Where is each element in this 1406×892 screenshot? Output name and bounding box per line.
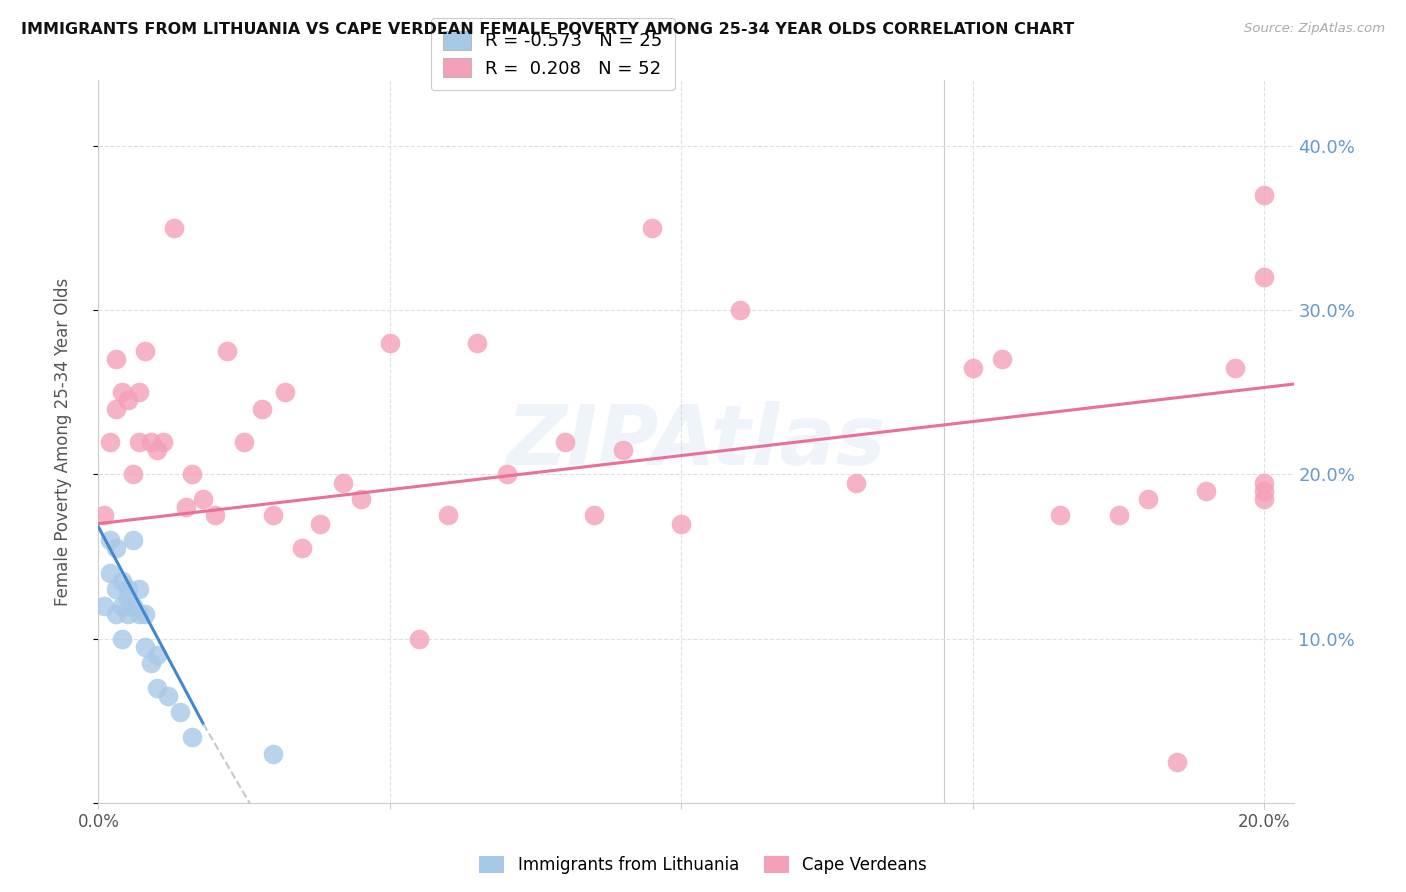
Point <box>139 657 162 671</box>
Point <box>104 607 127 621</box>
Point <box>1253 491 1275 506</box>
Point <box>582 508 605 523</box>
Point <box>204 508 226 523</box>
Point <box>309 516 332 531</box>
Point <box>1049 508 1071 523</box>
Point <box>122 599 145 613</box>
Point <box>332 475 354 490</box>
Point <box>93 508 115 523</box>
Point <box>350 491 373 506</box>
Point <box>157 689 180 703</box>
Point <box>495 467 517 482</box>
Point <box>111 385 134 400</box>
Point <box>169 706 191 720</box>
Point <box>291 541 314 556</box>
Point <box>193 491 215 506</box>
Point <box>262 747 284 761</box>
Point <box>139 434 162 449</box>
Point <box>554 434 576 449</box>
Point <box>104 401 127 416</box>
Point <box>233 434 256 449</box>
Point <box>845 475 868 490</box>
Point <box>250 401 273 416</box>
Point <box>104 352 127 367</box>
Point <box>117 607 139 621</box>
Point <box>1253 270 1275 285</box>
Point <box>1166 755 1188 769</box>
Point <box>145 681 167 695</box>
Point <box>128 607 150 621</box>
Point <box>93 599 115 613</box>
Point <box>378 336 401 351</box>
Point <box>180 730 202 744</box>
Point <box>1195 483 1218 498</box>
Point <box>215 344 238 359</box>
Point <box>408 632 430 646</box>
Point <box>117 393 139 408</box>
Point <box>128 385 150 400</box>
Point <box>128 434 150 449</box>
Point <box>145 648 167 662</box>
Point <box>111 632 134 646</box>
Point <box>111 574 134 588</box>
Point <box>98 533 121 547</box>
Point <box>1108 508 1130 523</box>
Point <box>1225 360 1247 375</box>
Text: IMMIGRANTS FROM LITHUANIA VS CAPE VERDEAN FEMALE POVERTY AMONG 25-34 YEAR OLDS C: IMMIGRANTS FROM LITHUANIA VS CAPE VERDEA… <box>21 22 1074 37</box>
Point <box>467 336 489 351</box>
Point <box>111 599 134 613</box>
Point <box>1253 188 1275 202</box>
Point <box>262 508 284 523</box>
Point <box>104 582 127 597</box>
Point <box>180 467 202 482</box>
Legend: Immigrants from Lithuania, Cape Verdeans: Immigrants from Lithuania, Cape Verdeans <box>470 846 936 884</box>
Point <box>274 385 297 400</box>
Point <box>122 533 145 547</box>
Point <box>437 508 460 523</box>
Point <box>174 500 197 515</box>
Point <box>134 640 156 654</box>
Point <box>641 221 664 235</box>
Point <box>98 434 121 449</box>
Y-axis label: Female Poverty Among 25-34 Year Olds: Female Poverty Among 25-34 Year Olds <box>53 277 72 606</box>
Point <box>612 442 634 457</box>
Point <box>991 352 1014 367</box>
Point <box>117 582 139 597</box>
Point <box>117 591 139 605</box>
Point <box>728 303 751 318</box>
Point <box>145 442 167 457</box>
Point <box>152 434 174 449</box>
Point <box>962 360 984 375</box>
Point <box>1253 475 1275 490</box>
Point <box>134 607 156 621</box>
Text: Source: ZipAtlas.com: Source: ZipAtlas.com <box>1244 22 1385 36</box>
Point <box>1253 483 1275 498</box>
Point <box>134 344 156 359</box>
Point <box>128 582 150 597</box>
Point <box>122 467 145 482</box>
Point <box>1136 491 1159 506</box>
Text: ZIPAtlas: ZIPAtlas <box>506 401 886 482</box>
Point <box>104 541 127 556</box>
Point <box>98 566 121 580</box>
Point <box>671 516 693 531</box>
Point <box>163 221 186 235</box>
